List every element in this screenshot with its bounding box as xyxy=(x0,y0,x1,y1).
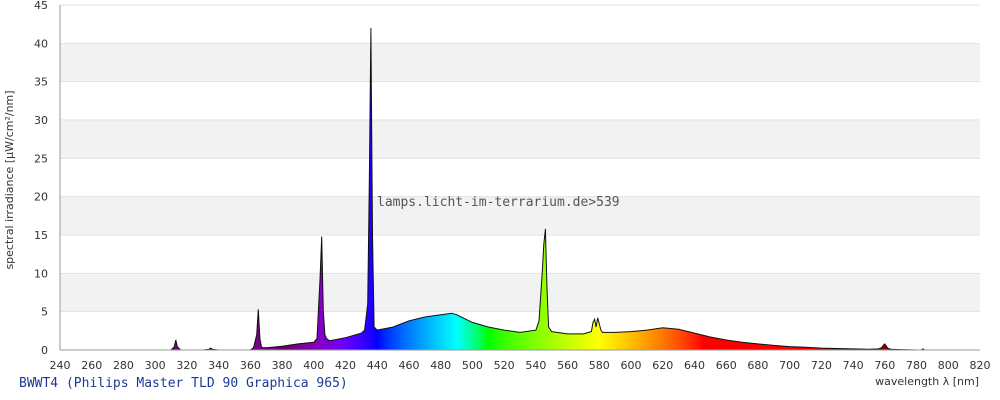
x-tick-label: 320 xyxy=(176,359,197,372)
grid-band xyxy=(60,273,980,312)
chart-caption: BWWT4 (Philips Master TLD 90 Graphica 96… xyxy=(19,376,348,391)
y-tick-labels: 0 5 10 15 20 25 30 35 40 45 xyxy=(34,0,48,357)
x-tick-label: 440 xyxy=(367,359,388,372)
grid-bands xyxy=(60,43,980,312)
x-tick-label: 340 xyxy=(208,359,229,372)
x-tick-label: 740 xyxy=(843,359,864,372)
x-tick-label: 580 xyxy=(589,359,610,372)
x-tick-label: 680 xyxy=(747,359,768,372)
y-tick-label: 10 xyxy=(34,267,48,280)
x-tick-label: 240 xyxy=(50,359,71,372)
x-tick-label: 560 xyxy=(557,359,578,372)
spectrum-line xyxy=(60,27,980,351)
x-tick-label: 620 xyxy=(652,359,673,372)
x-tick-label: 640 xyxy=(684,359,705,372)
y-tick-label: 40 xyxy=(34,37,48,50)
y-tick-label: 30 xyxy=(34,114,48,127)
x-tick-label: 280 xyxy=(113,359,134,372)
x-tick-label: 300 xyxy=(145,359,166,372)
y-tick-label: 25 xyxy=(34,152,48,165)
x-tick-label: 420 xyxy=(335,359,356,372)
grid-lines xyxy=(60,4,980,351)
watermark-text: lamps.licht-im-terrarium.de>539 xyxy=(377,195,620,210)
x-tick-label: 480 xyxy=(430,359,451,372)
grid-band xyxy=(60,196,980,235)
x-tick-label: 460 xyxy=(398,359,419,372)
x-tick-label: 380 xyxy=(272,359,293,372)
x-tick-label: 760 xyxy=(874,359,895,372)
grid-band xyxy=(60,120,980,159)
plot-area xyxy=(60,27,980,351)
x-tick-label: 540 xyxy=(525,359,546,372)
y-tick-label: 45 xyxy=(34,0,48,12)
x-tick-label: 600 xyxy=(621,359,642,372)
x-tick-label: 700 xyxy=(779,359,800,372)
x-tick-label: 500 xyxy=(462,359,483,372)
x-tick-label: 660 xyxy=(716,359,737,372)
x-tick-label: 800 xyxy=(938,359,959,372)
x-tick-label: 780 xyxy=(906,359,927,372)
y-tick-label: 5 xyxy=(41,306,48,319)
y-tick-label: 35 xyxy=(34,76,48,89)
axes xyxy=(59,5,980,351)
y-tick-label: 20 xyxy=(34,191,48,204)
y-tick-label: 15 xyxy=(34,229,48,242)
grid-band xyxy=(60,43,980,82)
x-tick-label: 820 xyxy=(970,359,991,372)
x-tick-labels: 240 260 280 300 320 340 360 380 400 420 440 460 480 5… xyxy=(50,359,991,372)
y-tick-label: 0 xyxy=(41,344,48,357)
x-tick-label: 520 xyxy=(494,359,515,372)
y-axis-label: spectral irradiance [µW/cm²/nm] xyxy=(3,90,16,269)
x-tick-label: 360 xyxy=(240,359,261,372)
x-tick-label: 260 xyxy=(81,359,102,372)
x-tick-label: 720 xyxy=(811,359,832,372)
x-tick-label: 400 xyxy=(303,359,324,372)
x-axis-label: wavelength λ [nm] xyxy=(875,375,979,388)
